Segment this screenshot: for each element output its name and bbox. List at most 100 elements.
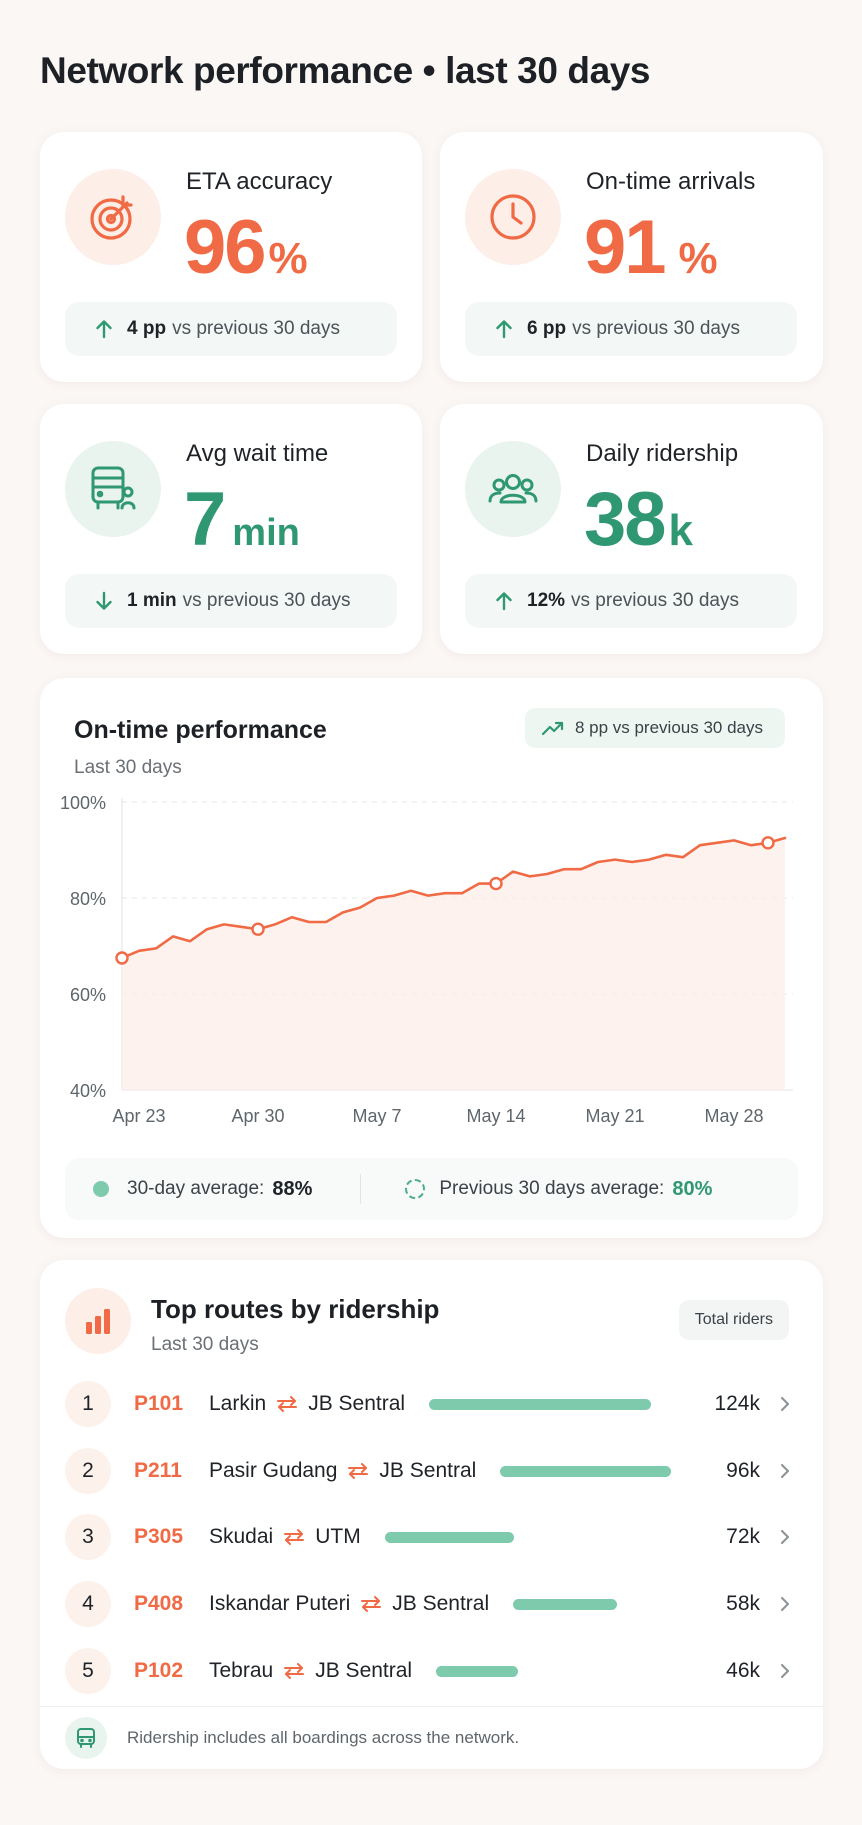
area-fill (122, 838, 785, 1090)
route-to: JB Sentral (392, 1592, 490, 1615)
kpi-unit: k (668, 506, 694, 555)
routes-footer: Ridership includes all boardings across … (40, 1706, 823, 1769)
chevron-right-icon[interactable] (779, 1596, 791, 1612)
kpi-delta-value: 6 pp (527, 318, 567, 339)
ridership-bar (500, 1466, 671, 1477)
route-row[interactable]: 5 P102 Tebrau JB Sentral 46k (40, 1647, 823, 1695)
swap-arrows-icon (348, 1463, 369, 1479)
kpi-label: Daily ridership (586, 440, 739, 467)
line-chart: 100% 80% 60% 40% Apr 23 Apr 30 May 7 May 14 May … (60, 793, 793, 1126)
x-tick-label: May 21 (585, 1106, 644, 1126)
data-point (761, 836, 775, 850)
kpi-number: 38 (584, 477, 667, 562)
route-stops: Tebrau JB Sentral (209, 1659, 412, 1683)
route-rank: 4 (65, 1581, 111, 1627)
top-routes-card: Top routes by ridership Last 30 days Tot… (40, 1260, 823, 1769)
people-icon (465, 441, 561, 537)
route-riders: 72k (726, 1525, 760, 1548)
footer-note: Ridership includes all boardings across … (127, 1728, 520, 1747)
y-tick-label: 80% (70, 889, 106, 909)
y-tick-label: 40% (70, 1081, 106, 1101)
average-summary: 30-day average: 88% Previous 30 days ave… (65, 1158, 798, 1220)
prev-avg-label: Previous 30 days average: (439, 1178, 665, 1199)
kpi-label: On-time arrivals (586, 168, 756, 195)
trend-up-icon (541, 721, 564, 736)
route-code: P102 (134, 1659, 184, 1682)
kpi-delta-value: 1 min (127, 590, 177, 611)
x-tick-label: Apr 30 (231, 1106, 284, 1126)
route-row[interactable]: 3 P305 Skudai UTM 72k (40, 1513, 823, 1561)
kpi-number: 7 (184, 477, 226, 562)
divider (360, 1174, 362, 1204)
route-row[interactable]: 4 P408 Iskandar Puteri JB Sentral 58k (40, 1580, 823, 1628)
routes-title: Top routes by ridership (151, 1294, 440, 1324)
route-from: Skudai (209, 1525, 274, 1548)
kpi-value: 7 min (184, 482, 300, 558)
chevron-right-icon[interactable] (779, 1396, 791, 1412)
route-rank: 3 (65, 1514, 111, 1560)
kpi-number: 96 (184, 205, 267, 290)
route-to: JB Sentral (308, 1392, 406, 1415)
total-riders-button[interactable]: Total riders (678, 1300, 789, 1340)
kpi-value: 91 % (584, 210, 718, 286)
x-tick-label: Apr 23 (112, 1106, 165, 1126)
swap-arrows-icon (284, 1529, 305, 1545)
kpi-value: 38 k (584, 482, 693, 558)
kpi-card-avg-wait-time[interactable]: Avg wait time 7 min 1 min vs previous 30… (40, 404, 422, 654)
x-tick-label: May 7 (352, 1106, 401, 1126)
kpi-delta: 4 pp vs previous 30 days (65, 302, 397, 356)
route-riders: 58k (726, 1592, 760, 1615)
chart-subtitle: Last 30 days (74, 757, 182, 778)
route-to: UTM (315, 1525, 361, 1548)
route-row[interactable]: 2 P211 Pasir Gudang JB Sentral 96k (40, 1447, 823, 1495)
clock-icon (465, 169, 561, 265)
arrow-up-icon (496, 592, 512, 611)
route-riders: 96k (726, 1459, 760, 1482)
data-point (489, 876, 503, 891)
chart-title: On-time performance (74, 716, 327, 744)
kpi-unit: min (232, 512, 300, 554)
prev-avg-value: 80% (672, 1177, 713, 1200)
route-from: Pasir Gudang (209, 1459, 338, 1482)
route-from: Iskandar Puteri (209, 1592, 351, 1615)
route-from: Larkin (209, 1392, 267, 1415)
kpi-delta: 1 min vs previous 30 days (65, 574, 397, 628)
route-stops: Iskandar Puteri JB Sentral (209, 1592, 489, 1616)
routes-subtitle: Last 30 days (151, 1334, 259, 1355)
legend-dashed-circle-icon (405, 1179, 426, 1199)
swap-arrows-icon (284, 1663, 305, 1679)
kpi-delta-text: vs previous 30 days (172, 318, 340, 339)
kpi-unit: % (678, 234, 718, 283)
route-stops: Skudai UTM (209, 1525, 361, 1549)
chevron-right-icon[interactable] (779, 1463, 791, 1479)
kpi-card-daily-ridership[interactable]: Daily ridership 38 k 12% vs previous 30 … (440, 404, 823, 654)
legend-dot-icon (93, 1181, 109, 1197)
chevron-right-icon[interactable] (779, 1529, 791, 1545)
data-point (115, 951, 129, 965)
avg-value: 88% (272, 1177, 313, 1200)
route-riders: 124k (714, 1392, 760, 1415)
x-tick-label: May 14 (466, 1106, 525, 1126)
ridership-bar (436, 1666, 518, 1677)
kpi-delta-value: 4 pp (127, 318, 167, 339)
kpi-delta-text: vs previous 30 days (572, 318, 740, 339)
kpi-delta-value: 12% (527, 590, 566, 611)
kpi-delta-text: vs previous 30 days (182, 590, 351, 611)
data-point (251, 922, 265, 936)
route-to: JB Sentral (315, 1659, 413, 1682)
route-code: P211 (134, 1459, 182, 1482)
kpi-card-on-time-arrivals[interactable]: On-time arrivals 91 % 6 pp vs previous 3… (440, 132, 823, 382)
y-tick-label: 60% (70, 985, 106, 1005)
kpi-card-eta-accuracy[interactable]: ETA accuracy 96 % 4 pp vs previous 30 da… (40, 132, 422, 382)
route-rank: 2 (65, 1448, 111, 1494)
bar-chart-icon (65, 1288, 131, 1354)
route-stops: Larkin JB Sentral (209, 1392, 405, 1416)
kpi-delta: 12% vs previous 30 days (465, 574, 797, 628)
route-row[interactable]: 1 P101 Larkin JB Sentral 124k (40, 1380, 823, 1428)
chevron-right-icon[interactable] (779, 1663, 791, 1679)
swap-arrows-icon (277, 1396, 298, 1412)
kpi-number: 91 (584, 205, 667, 290)
kpi-label: ETA accuracy (186, 168, 333, 195)
ridership-bar (429, 1399, 651, 1410)
target-icon (65, 169, 161, 265)
